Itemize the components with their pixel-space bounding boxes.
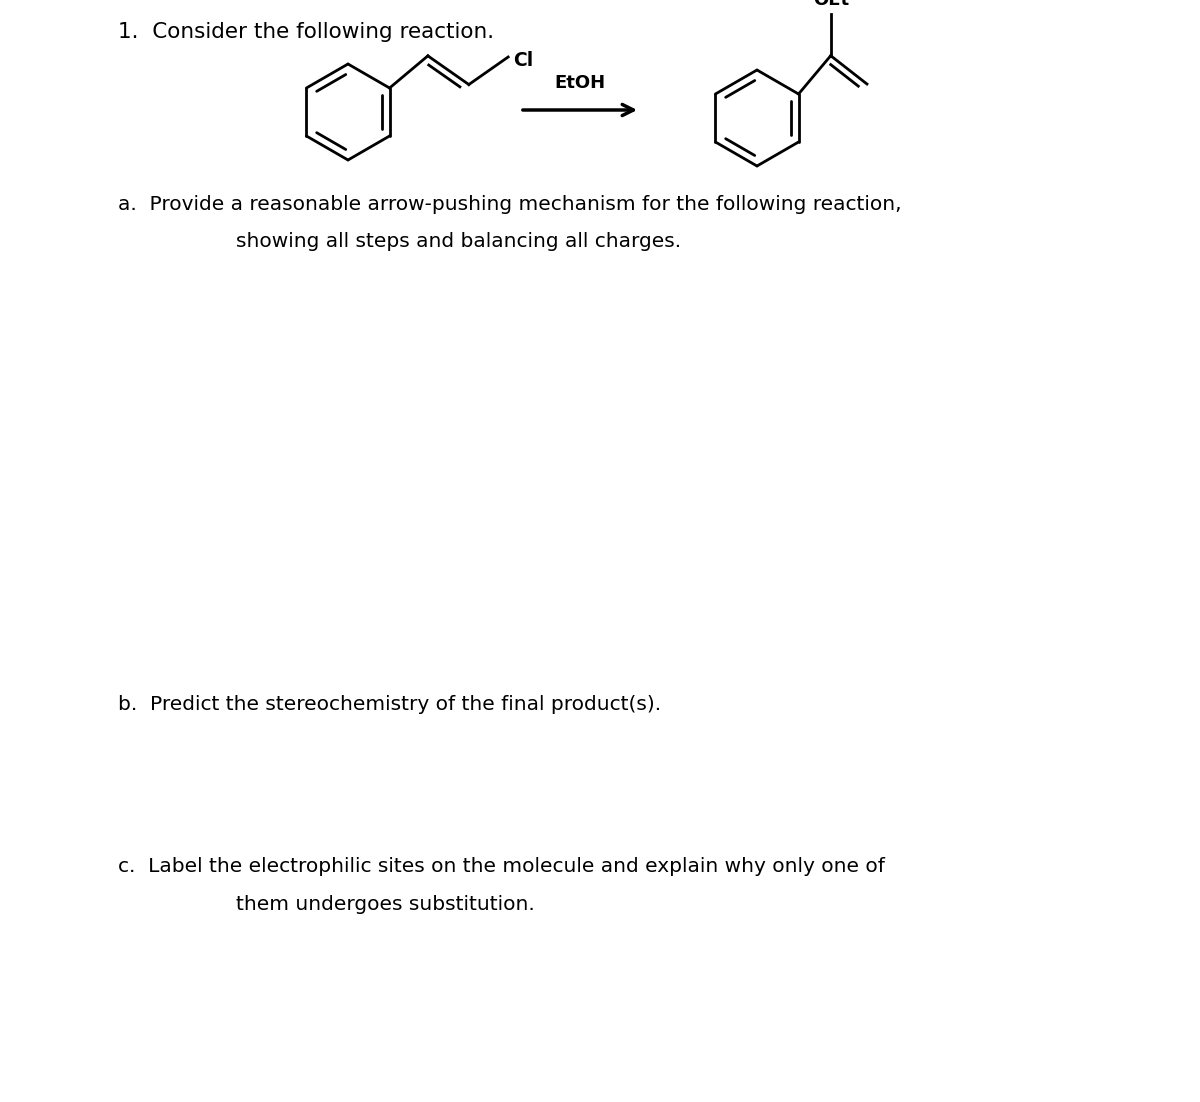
Text: a.  Provide a reasonable arrow-pushing mechanism for the following reaction,: a. Provide a reasonable arrow-pushing me…	[118, 195, 901, 214]
Text: b.  Predict the stereochemistry of the final product(s).: b. Predict the stereochemistry of the fi…	[118, 695, 661, 714]
Text: showing all steps and balancing all charges.: showing all steps and balancing all char…	[236, 233, 682, 251]
Text: them undergoes substitution.: them undergoes substitution.	[236, 895, 535, 914]
Text: OEt: OEt	[812, 0, 848, 9]
Text: c.  Label the electrophilic sites on the molecule and explain why only one of: c. Label the electrophilic sites on the …	[118, 857, 884, 876]
Text: EtOH: EtOH	[554, 74, 606, 91]
Text: 1.  Consider the following reaction.: 1. Consider the following reaction.	[118, 22, 494, 42]
Text: Cl: Cl	[514, 51, 533, 69]
